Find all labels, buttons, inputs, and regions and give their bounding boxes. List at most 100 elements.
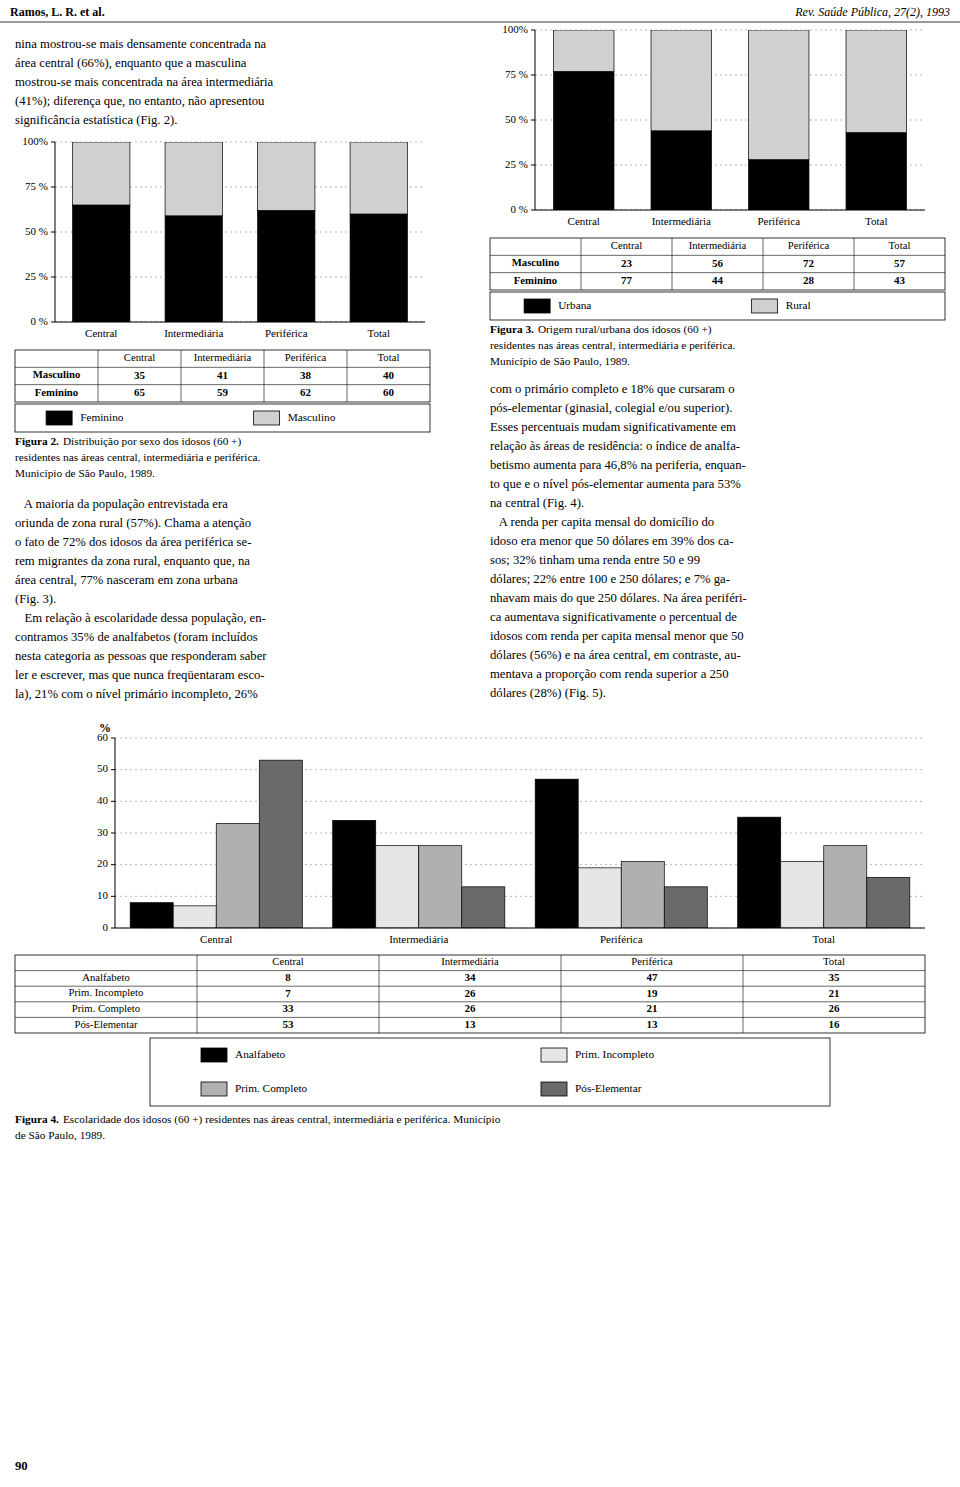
bar-segment	[651, 131, 711, 210]
text-line: pós-elementar (ginasial, colegial e/ou s…	[490, 401, 732, 415]
bar-segment	[73, 205, 130, 322]
y-tick-label: 20	[97, 857, 109, 869]
page: Ramos, L. R. et al. Rev. Saúde Pública, 2…	[0, 0, 960, 1487]
chart: 0102030405060CentralIntermediáriaPerifér…	[15, 721, 925, 1141]
data-table: CentralIntermediáriaPeriféricaTotalMascu…	[490, 238, 945, 290]
legend-label: Masculino	[288, 411, 336, 423]
y-tick	[51, 142, 55, 143]
table-value: 59	[217, 386, 229, 398]
table-rule	[379, 955, 380, 1033]
body-text: com o primário completo e 18% que cursar…	[490, 382, 747, 700]
table-rule	[98, 350, 99, 402]
text-line: Origem rural/urbana dos idosos (60 +)	[538, 323, 712, 336]
legend-label: Pós-Elementar	[575, 1082, 642, 1094]
table-rule	[854, 238, 855, 290]
bar-segment	[258, 142, 315, 210]
y-tick	[111, 769, 115, 770]
table-value: 41	[217, 369, 228, 381]
text-line: idosos com renda per capita mensal menor…	[490, 629, 744, 643]
x-tick-label: Total	[368, 327, 390, 339]
header-right: Rev. Saúde Pública, 27(2), 1993	[794, 5, 950, 19]
table-value: 23	[621, 257, 633, 269]
table-rule	[581, 238, 582, 290]
legend-swatch	[752, 299, 778, 313]
header-rule	[0, 22, 960, 23]
bars	[554, 30, 907, 210]
y-tick	[51, 232, 55, 233]
table-value: 28	[803, 274, 815, 286]
y-tick	[531, 210, 535, 211]
caption-title: Figura 2.	[15, 435, 59, 447]
chart: 0 %25 %50 %75 %100%CentralIntermediáriaP…	[490, 23, 945, 367]
table-value: 26	[465, 1002, 477, 1014]
table-rule	[672, 238, 673, 290]
x-tick-label: Periférica	[265, 327, 308, 339]
table-header: Intermediária	[194, 351, 252, 363]
table-header: Periférica	[631, 955, 673, 967]
bar-segment	[258, 210, 315, 322]
y-tick-label: 50 %	[505, 113, 528, 125]
table-row-label: Analfabeto	[82, 971, 129, 983]
legend-label: Analfabeto	[235, 1048, 286, 1060]
data-table: CentralIntermediáriaPeriféricaTotalMascu…	[15, 350, 430, 402]
table-value: 60	[383, 386, 395, 398]
legend-frame	[490, 292, 945, 320]
legend-swatch	[254, 411, 280, 425]
table-header: Total	[378, 351, 400, 363]
caption-title: Figura 3.	[490, 323, 534, 335]
y-tick-label: 75 %	[25, 180, 48, 192]
y-tick-label: 50	[97, 762, 109, 774]
table-value: 38	[300, 369, 312, 381]
text-line: ca aumentava significativamente o percen…	[490, 610, 737, 624]
legend-frame	[150, 1038, 830, 1106]
y-tick-label: 0	[103, 921, 109, 933]
table-value: 57	[894, 257, 906, 269]
text-line: idoso era menor que 50 dólares em 39% do…	[490, 534, 733, 548]
table-rule	[264, 350, 265, 402]
y-tick	[531, 75, 535, 76]
bar	[130, 903, 173, 928]
bar	[621, 862, 664, 929]
table-value: 13	[465, 1018, 477, 1030]
table-rule	[561, 955, 562, 1033]
y-axis-label: %	[99, 721, 111, 735]
legend-swatch	[201, 1048, 227, 1062]
table-header: Total	[889, 239, 911, 251]
text-line: rem migrantes da zona rural, enquanto qu…	[15, 554, 250, 568]
bar	[867, 877, 910, 928]
table-header: Intermediária	[441, 955, 499, 967]
grid-line	[55, 322, 425, 323]
data-table: CentralIntermediáriaPeriféricaTotalAnalf…	[15, 955, 925, 1033]
table-header: Periférica	[788, 239, 830, 251]
grid-line	[535, 210, 925, 211]
x-tick-label: Total	[813, 933, 835, 945]
caption-text: Origem rural/urbana dos idosos (60 +)res…	[490, 323, 735, 367]
caption-title: Figura 4.	[15, 1113, 59, 1125]
legend-swatch	[46, 411, 72, 425]
table-value: 44	[712, 274, 724, 286]
bars	[130, 760, 910, 928]
x-tick-label: Intermediária	[652, 215, 711, 227]
legend-swatch	[524, 299, 550, 313]
text-line: (41%); diferença que, no entanto, não ap…	[15, 94, 265, 108]
legend-swatch	[541, 1048, 567, 1062]
page-number: 90	[15, 1459, 28, 1473]
table-value: 34	[465, 971, 477, 983]
table-value: 35	[829, 971, 841, 983]
text-line: nhavam mais do que 250 dólares. Na área …	[490, 591, 747, 605]
grid-line	[115, 769, 925, 770]
header-left: Ramos, L. R. et al.	[10, 5, 105, 19]
table-value: 72	[803, 257, 815, 269]
body-text: nina mostrou-se mais densamente concentr…	[15, 37, 274, 127]
y-tick-label: 40	[97, 794, 109, 806]
table-header: Periférica	[285, 351, 327, 363]
bar	[578, 868, 621, 928]
bar	[535, 779, 578, 928]
legend-label: Prim. Completo	[235, 1082, 308, 1094]
chart: 0 %25 %50 %75 %100%CentralIntermediáriaP…	[15, 135, 430, 479]
table-row-label: Prim. Completo	[72, 1002, 140, 1014]
table-header: Total	[823, 955, 845, 967]
table-header: Intermediária	[689, 239, 747, 251]
text-line: Município de São Paulo, 1989.	[15, 467, 155, 479]
y-tick	[531, 120, 535, 121]
